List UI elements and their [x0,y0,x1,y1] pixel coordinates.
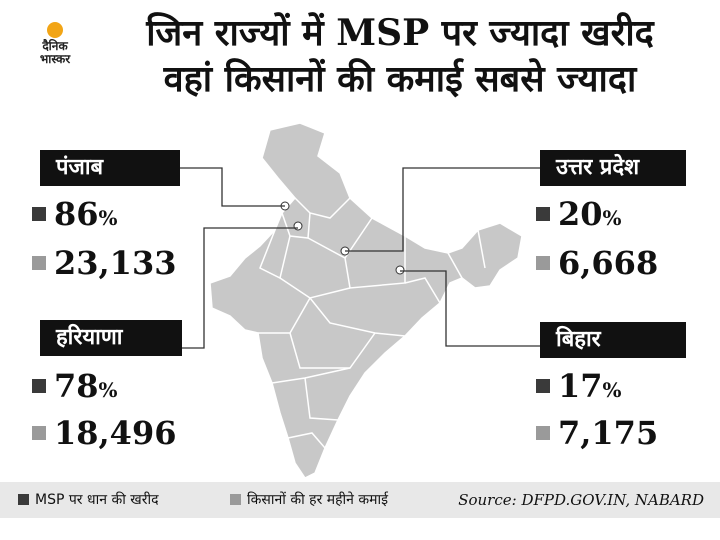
punjab-leader [180,167,285,207]
state-label-punjab: पंजाब [40,150,180,186]
percent-sign: % [602,206,622,230]
sun-icon [47,22,63,38]
india-outline [209,122,523,479]
source-credit: Source: DFPD.GOV.IN, NABARD [458,491,704,509]
state-label-uttar-pradesh: उत्तर प्रदेश [540,150,686,186]
bihar-marker [395,265,405,275]
state-label-haryana: हरियाणा [40,320,182,356]
msp-square-icon [536,379,550,393]
brand-logo: दैनिक भास्कर [22,22,88,72]
income-square-icon [536,426,550,440]
haryana-income-value: 18,496 [54,414,177,452]
brand-line-2: भास्कर [39,52,71,66]
bihar-income-stat: 7,175 [536,413,658,453]
punjab-income-stat: 23,133 [32,243,176,283]
income-square-icon [32,426,46,440]
state-borders [258,197,486,449]
legend-bar: MSP पर धान की खरीद किसानों की हर महीने क… [0,482,720,518]
uttar-pradesh-msp-stat: 20% [536,194,622,238]
page-title: जिन राज्यों में MSP पर ज्यादा खरीद वहां … [100,10,700,102]
india-map [209,122,523,479]
uttar-pradesh-msp-value: 20 [558,195,603,233]
percent-sign: % [98,206,118,230]
bihar-msp-stat: 17% [536,366,622,410]
bihar-leader [400,270,540,347]
haryana-leader [182,227,298,349]
msp-square-icon [536,207,550,221]
title-line-1: जिन राज्यों में MSP पर ज्यादा खरीद [146,12,654,54]
brand-line-1: दैनिक [42,39,68,53]
uttar-pradesh-income-stat: 6,668 [536,243,658,283]
haryana-msp-stat: 78% [32,366,118,410]
uttar-pradesh-income-value: 6,668 [558,244,659,282]
legend-income-label: किसानों की हर महीने कमाई [247,492,389,508]
haryana-income-stat: 18,496 [32,413,176,453]
bihar-income-value: 7,175 [558,414,659,452]
percent-sign: % [98,378,118,402]
title-line-2: वहां किसानों की कमाई सबसे ज्यादा [163,58,637,100]
punjab-msp-value: 86 [54,195,99,233]
msp-square-icon [32,207,46,221]
legend-msp: MSP पर धान की खरीद [18,482,159,518]
income-square-icon [32,256,46,270]
income-legend-square-icon [230,494,241,505]
uttar-pradesh-leader [345,167,540,252]
income-square-icon [536,256,550,270]
haryana-msp-value: 78 [54,367,99,405]
state-label-bihar: बिहार [540,322,686,358]
bihar-msp-value: 17 [558,367,603,405]
legend-msp-label: MSP पर धान की खरीद [35,492,159,508]
punjab-msp-stat: 86% [32,194,118,238]
msp-legend-square-icon [18,494,29,505]
punjab-income-value: 23,133 [54,244,177,282]
percent-sign: % [602,378,622,402]
msp-square-icon [32,379,46,393]
legend-income: किसानों की हर महीने कमाई [230,482,388,518]
